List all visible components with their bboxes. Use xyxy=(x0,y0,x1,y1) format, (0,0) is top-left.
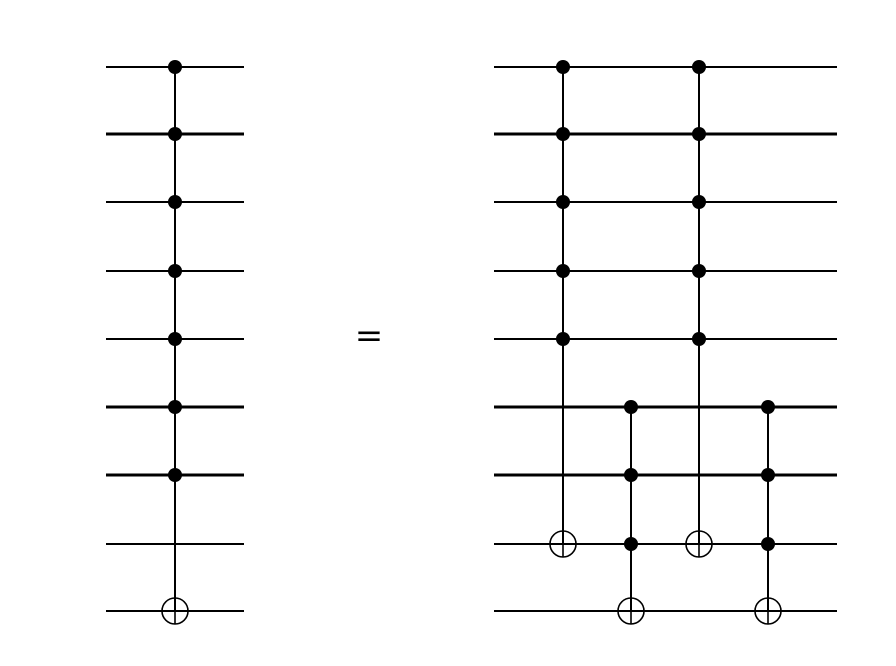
left-gate-0-control-dot xyxy=(168,264,182,278)
equals-sign: = xyxy=(355,316,384,356)
right-gate-3-control-dot xyxy=(761,468,775,482)
left-circuit xyxy=(106,60,244,625)
right-gate-0-control-dot xyxy=(556,332,570,346)
right-gate-3-control-dot xyxy=(761,537,775,551)
left-gate-0-control-dot xyxy=(168,127,182,141)
right-gate-0-control-dot xyxy=(556,60,570,74)
right-gate-0-control-dot xyxy=(556,195,570,209)
right-gate-1 xyxy=(617,400,645,625)
right-gate-3 xyxy=(754,400,782,625)
left-gate-0-control-dot xyxy=(168,195,182,209)
left-gate-0 xyxy=(161,60,189,625)
right-gate-2-control-dot xyxy=(692,332,706,346)
right-gate-0-control-dot xyxy=(556,264,570,278)
right-gate-2 xyxy=(685,60,713,558)
right-gate-2-control-dot xyxy=(692,264,706,278)
right-gate-2-control-dot xyxy=(692,60,706,74)
right-gate-1-control-dot xyxy=(624,468,638,482)
left-gate-0-control-dot xyxy=(168,400,182,414)
left-gate-0-control-dot xyxy=(168,468,182,482)
right-gate-0 xyxy=(549,60,577,558)
left-gate-0-control-dot xyxy=(168,60,182,74)
right-gate-2-control-dot xyxy=(692,127,706,141)
right-gate-1-control-dot xyxy=(624,537,638,551)
left-gate-0-control-dot xyxy=(168,332,182,346)
right-circuit xyxy=(494,60,837,625)
right-gate-2-control-dot xyxy=(692,195,706,209)
right-gate-1-control-dot xyxy=(624,400,638,414)
right-gate-3-control-dot xyxy=(761,400,775,414)
right-gate-0-control-dot xyxy=(556,127,570,141)
